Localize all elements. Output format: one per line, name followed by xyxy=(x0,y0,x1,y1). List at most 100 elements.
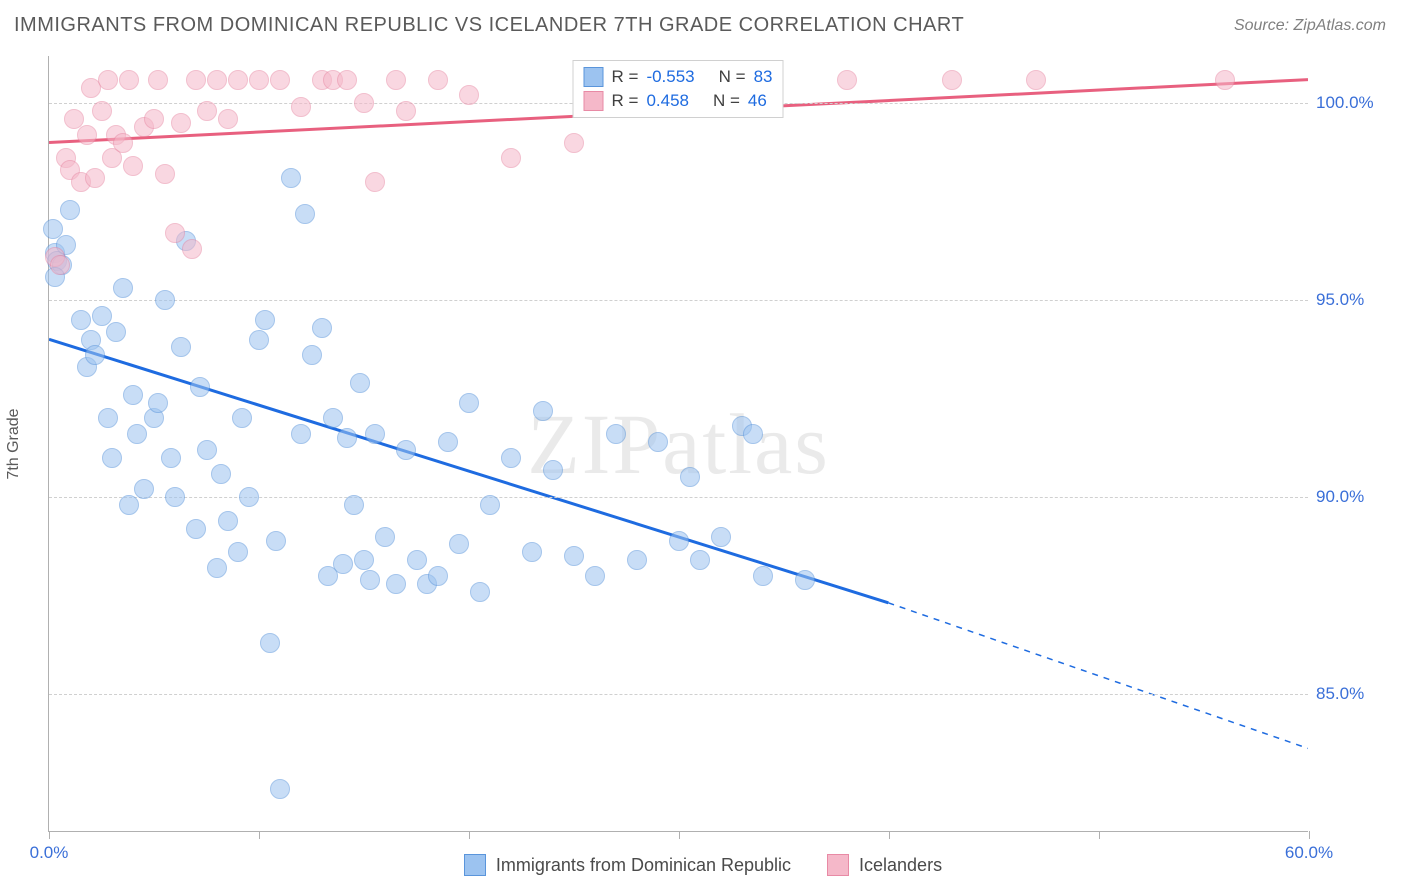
point-dominican xyxy=(501,448,521,468)
x-tick xyxy=(259,831,260,839)
point-dominican xyxy=(543,460,563,480)
point-dominican xyxy=(333,554,353,574)
point-dominican xyxy=(134,479,154,499)
point-icelander xyxy=(249,70,269,90)
point-icelander xyxy=(354,93,374,113)
point-dominican xyxy=(648,432,668,452)
n-label: N = xyxy=(713,91,740,111)
stats-swatch xyxy=(584,67,604,87)
point-dominican xyxy=(365,424,385,444)
legend-swatch xyxy=(464,854,486,876)
point-dominican xyxy=(522,542,542,562)
point-icelander xyxy=(428,70,448,90)
point-dominican xyxy=(232,408,252,428)
point-dominican xyxy=(186,519,206,539)
chart-title: IMMIGRANTS FROM DOMINICAN REPUBLIC VS IC… xyxy=(14,14,964,37)
x-tick xyxy=(469,831,470,839)
r-label: R = xyxy=(612,91,639,111)
n-value: 83 xyxy=(754,67,773,87)
point-dominican xyxy=(281,168,301,188)
legend-label: Icelanders xyxy=(859,855,942,876)
point-icelander xyxy=(337,70,357,90)
point-icelander xyxy=(148,70,168,90)
y-tick-label: 90.0% xyxy=(1316,487,1380,507)
y-tick-label: 85.0% xyxy=(1316,684,1380,704)
point-dominican xyxy=(407,550,427,570)
x-tick xyxy=(1099,831,1100,839)
x-tick xyxy=(1309,831,1310,839)
point-dominican xyxy=(428,566,448,586)
chart-container: ZIPatlas 85.0%90.0%95.0%100.0%0.0%60.0% … xyxy=(48,56,1308,832)
point-icelander xyxy=(123,156,143,176)
point-dominican xyxy=(449,534,469,554)
stats-box: R =-0.553N =83R = 0.458N =46 xyxy=(573,60,784,118)
point-dominican xyxy=(228,542,248,562)
point-dominican xyxy=(249,330,269,350)
point-icelander xyxy=(171,113,191,133)
y-tick-label: 100.0% xyxy=(1316,93,1380,113)
point-dominican xyxy=(350,373,370,393)
legend-label: Immigrants from Dominican Republic xyxy=(496,855,791,876)
r-value: -0.553 xyxy=(646,67,694,87)
point-dominican xyxy=(60,200,80,220)
point-dominican xyxy=(533,401,553,421)
point-icelander xyxy=(98,70,118,90)
point-dominican xyxy=(323,408,343,428)
point-dominican xyxy=(266,531,286,551)
point-dominican xyxy=(795,570,815,590)
gridline xyxy=(49,694,1308,695)
point-icelander xyxy=(942,70,962,90)
point-dominican xyxy=(312,318,332,338)
point-dominican xyxy=(165,487,185,507)
trend-lines xyxy=(49,56,1308,831)
y-axis-title: 7th Grade xyxy=(5,408,23,479)
point-dominican xyxy=(255,310,275,330)
point-dominican xyxy=(711,527,731,547)
point-icelander xyxy=(207,70,227,90)
point-dominican xyxy=(239,487,259,507)
point-icelander xyxy=(564,133,584,153)
point-dominican xyxy=(743,424,763,444)
point-dominican xyxy=(155,290,175,310)
point-dominican xyxy=(218,511,238,531)
point-icelander xyxy=(501,148,521,168)
point-dominican xyxy=(690,550,710,570)
point-icelander xyxy=(1026,70,1046,90)
legend-swatch xyxy=(827,854,849,876)
point-dominican xyxy=(375,527,395,547)
point-icelander xyxy=(197,101,217,121)
point-dominican xyxy=(360,570,380,590)
point-dominican xyxy=(190,377,210,397)
point-icelander xyxy=(155,164,175,184)
point-icelander xyxy=(165,223,185,243)
point-icelander xyxy=(92,101,112,121)
x-tick xyxy=(49,831,50,839)
point-dominican xyxy=(295,204,315,224)
point-dominican xyxy=(197,440,217,460)
point-dominican xyxy=(302,345,322,365)
x-tick xyxy=(679,831,680,839)
gridline xyxy=(49,300,1308,301)
point-dominican xyxy=(85,345,105,365)
chart-header: IMMIGRANTS FROM DOMINICAN REPUBLIC VS IC… xyxy=(0,0,1406,47)
point-dominican xyxy=(438,432,458,452)
point-icelander xyxy=(218,109,238,129)
n-value: 46 xyxy=(748,91,767,111)
n-label: N = xyxy=(719,67,746,87)
point-icelander xyxy=(119,70,139,90)
point-icelander xyxy=(386,70,406,90)
point-icelander xyxy=(77,125,97,145)
y-tick-label: 95.0% xyxy=(1316,290,1380,310)
point-dominican xyxy=(207,558,227,578)
point-dominican xyxy=(148,393,168,413)
legend-item: Immigrants from Dominican Republic xyxy=(464,854,791,876)
stats-swatch xyxy=(584,91,604,111)
point-dominican xyxy=(260,633,280,653)
point-icelander xyxy=(186,70,206,90)
watermark: ZIPatlas xyxy=(527,394,830,494)
point-dominican xyxy=(470,582,490,602)
point-dominican xyxy=(102,448,122,468)
plot-area: ZIPatlas 85.0%90.0%95.0%100.0%0.0%60.0% xyxy=(48,56,1308,832)
point-dominican xyxy=(211,464,231,484)
point-dominican xyxy=(291,424,311,444)
